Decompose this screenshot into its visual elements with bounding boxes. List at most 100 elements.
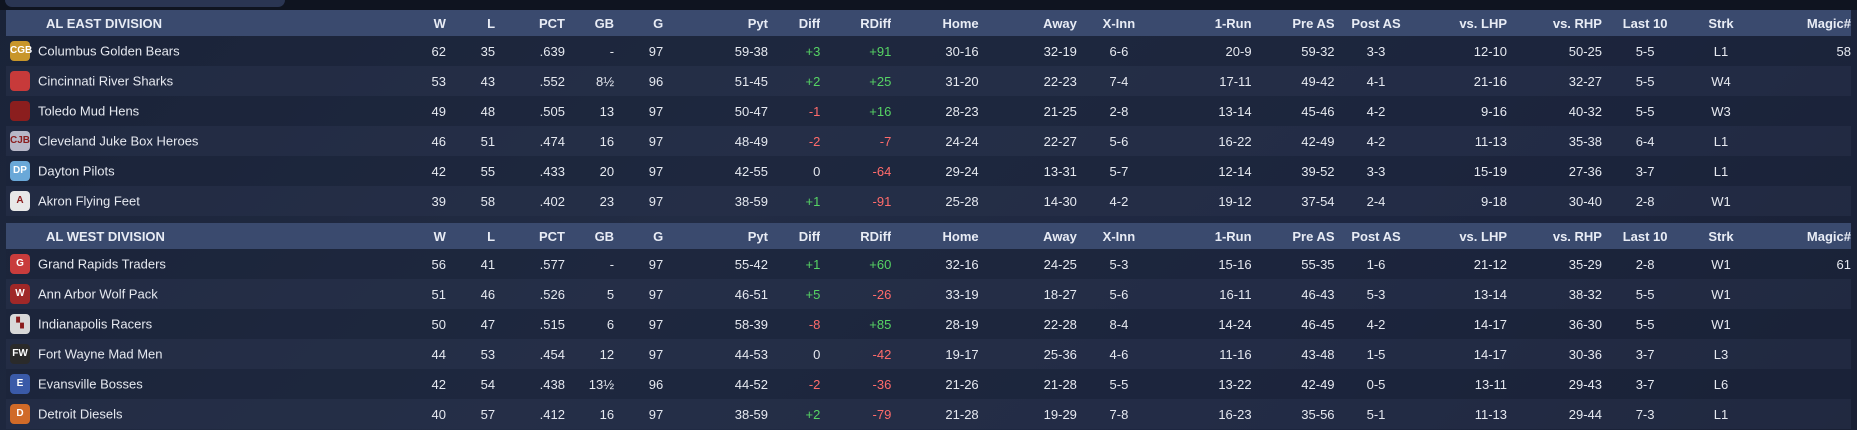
team-row[interactable]: ▚ Indianapolis Racers 50 47.515 6 97 58-39 -8 +8… xyxy=(6,309,1851,339)
cell-last10: 3-7 xyxy=(1601,156,1689,186)
cell-onerun: 20-9 xyxy=(1160,36,1252,66)
team-name[interactable]: Columbus Golden Bears xyxy=(38,43,180,59)
column-header-w[interactable]: W xyxy=(396,223,446,249)
column-header-g[interactable]: G xyxy=(614,223,664,249)
cell-away: 22-23 xyxy=(978,66,1077,96)
column-header-rdiff[interactable]: RDiff xyxy=(820,10,892,36)
column-header-pyt[interactable]: Pyt xyxy=(663,223,768,249)
team-cell[interactable]: D Detroit Diesels xyxy=(6,399,397,429)
team-name[interactable]: Dayton Pilots xyxy=(38,163,115,179)
team-cell[interactable]: CJB Cleveland Juke Box Heroes xyxy=(6,126,397,156)
cell-w: 50 xyxy=(396,309,446,339)
column-header-away[interactable]: Away xyxy=(978,10,1077,36)
team-name[interactable]: Indianapolis Racers xyxy=(38,316,153,332)
column-header-pre-as[interactable]: Pre AS xyxy=(1251,10,1335,36)
column-header-vs-rhp[interactable]: vs. RHP xyxy=(1507,10,1602,36)
team-row[interactable]: Cincinnati River Sharks 53 43.552 8½ 96 51-45… xyxy=(6,66,1851,96)
column-header-x-inn[interactable]: X-Inn xyxy=(1076,10,1161,36)
column-header-diff[interactable]: Diff xyxy=(767,223,821,249)
column-header-l[interactable]: L xyxy=(445,10,496,36)
column-header-away[interactable]: Away xyxy=(978,223,1077,249)
column-header-post-as[interactable]: Post AS xyxy=(1334,10,1418,36)
column-header-pyt[interactable]: Pyt xyxy=(663,10,768,36)
column-header-pre-as[interactable]: Pre AS xyxy=(1251,223,1335,249)
column-header-rdiff[interactable]: RDiff xyxy=(820,223,892,249)
pilots-logo: DP xyxy=(10,161,30,181)
column-header-vs-rhp[interactable]: vs. RHP xyxy=(1507,223,1602,249)
team-name[interactable]: Grand Rapids Traders xyxy=(38,256,166,272)
team-name[interactable]: Evansville Bosses xyxy=(38,376,143,392)
cell-onerun: 16-11 xyxy=(1160,279,1252,309)
column-header-magic-[interactable]: Magic# xyxy=(1753,10,1851,36)
team-row[interactable]: G Grand Rapids Traders 56 41.577-97 55-42 +1 +… xyxy=(6,249,1851,279)
team-row[interactable]: A Akron Flying Feet 39 58.402 23 97 38-59 +1 -91… xyxy=(6,186,1851,216)
team-row[interactable]: W Ann Arbor Wolf Pack 51 46.526 5 97 46-51 +5 -2… xyxy=(6,279,1851,309)
column-header-home[interactable]: Home xyxy=(891,223,979,249)
cell-w: 62 xyxy=(396,36,446,66)
team-cell[interactable]: A Akron Flying Feet xyxy=(6,186,397,216)
cell-diff: +2 xyxy=(767,399,821,429)
team-cell[interactable]: CGB Columbus Golden Bears xyxy=(6,36,397,66)
cell-xinn: 5-6 xyxy=(1076,279,1161,309)
team-name[interactable]: Ann Arbor Wolf Pack xyxy=(38,286,158,302)
column-header-x-inn[interactable]: X-Inn xyxy=(1076,223,1161,249)
cell-postas: 4-2 xyxy=(1334,96,1418,126)
column-header-vs-lhp[interactable]: vs. LHP xyxy=(1417,10,1508,36)
column-header-vs-lhp[interactable]: vs. LHP xyxy=(1417,223,1508,249)
team-cell[interactable]: E Evansville Bosses xyxy=(6,369,397,399)
column-header-w[interactable]: W xyxy=(396,10,446,36)
team-cell[interactable]: G Grand Rapids Traders xyxy=(6,249,397,279)
column-header-strk[interactable]: Strk xyxy=(1688,10,1754,36)
team-name[interactable]: Detroit Diesels xyxy=(38,406,123,422)
column-header-magic-[interactable]: Magic# xyxy=(1753,223,1851,249)
team-name[interactable]: Cleveland Juke Box Heroes xyxy=(38,133,199,149)
cell-l: 43 xyxy=(445,66,496,96)
cell-gb: 13½ xyxy=(564,369,615,399)
team-row[interactable]: Toledo Mud Hens 49 48.505 13 97 50-47 -1 +16 28-… xyxy=(6,96,1851,126)
team-row[interactable]: DP Dayton Pilots 42 55.433 20 97 42-55 0 -64 29-2… xyxy=(6,156,1851,186)
team-cell[interactable]: Toledo Mud Hens xyxy=(6,96,397,126)
cell-preas: 43-48 xyxy=(1251,339,1335,369)
column-header-pct[interactable]: PCT xyxy=(495,10,565,36)
column-header-strk[interactable]: Strk xyxy=(1688,223,1754,249)
column-header-home[interactable]: Home xyxy=(891,10,979,36)
standings-table: AL EAST DIVISION W L PCT GB G Pyt Diff RDiff Home… xyxy=(6,10,1851,429)
team-cell[interactable]: FW Fort Wayne Mad Men xyxy=(6,339,397,369)
column-header-l[interactable]: L xyxy=(445,223,496,249)
team-cell[interactable]: ▚ Indianapolis Racers xyxy=(6,309,397,339)
column-header-gb[interactable]: GB xyxy=(564,223,615,249)
cell-pct: .526 xyxy=(495,279,565,309)
cell-postas: 1-5 xyxy=(1334,339,1418,369)
cell-w: 56 xyxy=(396,249,446,279)
cell-pct: .515 xyxy=(495,309,565,339)
team-cell[interactable]: W Ann Arbor Wolf Pack xyxy=(6,279,397,309)
cell-strk: W3 xyxy=(1688,96,1754,126)
cell-rdiff: -79 xyxy=(820,399,892,429)
column-header-last-10[interactable]: Last 10 xyxy=(1601,10,1689,36)
column-header-gb[interactable]: GB xyxy=(564,10,615,36)
cell-magic xyxy=(1753,186,1851,216)
column-header-last-10[interactable]: Last 10 xyxy=(1601,223,1689,249)
column-header-g[interactable]: G xyxy=(614,10,664,36)
team-name[interactable]: Cincinnati River Sharks xyxy=(38,73,174,89)
team-name[interactable]: Fort Wayne Mad Men xyxy=(38,346,163,362)
cell-home: 25-28 xyxy=(891,186,979,216)
team-row[interactable]: CJB Cleveland Juke Box Heroes 46 51.474 16 97… xyxy=(6,126,1851,156)
column-header-1-run[interactable]: 1-Run xyxy=(1160,10,1252,36)
cell-away: 32-19 xyxy=(978,36,1077,66)
team-cell[interactable]: Cincinnati River Sharks xyxy=(6,66,397,96)
column-header-diff[interactable]: Diff xyxy=(767,10,821,36)
cell-diff: +1 xyxy=(767,186,821,216)
column-header-1-run[interactable]: 1-Run xyxy=(1160,223,1252,249)
column-header-post-as[interactable]: Post AS xyxy=(1334,223,1418,249)
team-row[interactable]: CGB Columbus Golden Bears 62 35.639-97 59-38… xyxy=(6,36,1851,66)
column-header-pct[interactable]: PCT xyxy=(495,223,565,249)
team-cell[interactable]: DP Dayton Pilots xyxy=(6,156,397,186)
team-row[interactable]: D Detroit Diesels 40 57.412 16 97 38-59 +2 -79 21… xyxy=(6,399,1851,429)
team-row[interactable]: E Evansville Bosses 42 54.438 13½ 96 44-52 -2 -3… xyxy=(6,369,1851,399)
team-name[interactable]: Akron Flying Feet xyxy=(38,193,140,209)
cell-diff: +5 xyxy=(767,279,821,309)
team-name[interactable]: Toledo Mud Hens xyxy=(38,103,140,119)
team-row[interactable]: FW Fort Wayne Mad Men 44 53.454 12 97 44-53 0 -4… xyxy=(6,339,1851,369)
cell-rdiff: -42 xyxy=(820,339,892,369)
